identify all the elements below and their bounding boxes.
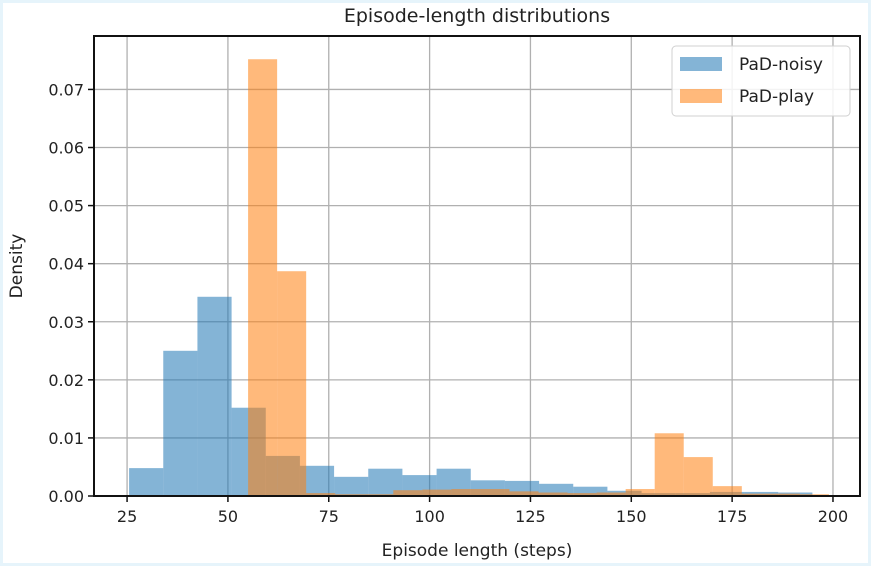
histogram-bar-pad-play [509, 491, 539, 496]
y-tick-label: 0.06 [48, 139, 84, 158]
x-tick-label: 200 [818, 507, 849, 526]
y-tick-label: 0.00 [48, 487, 84, 506]
x-tick-label: 100 [414, 507, 445, 526]
x-tick-label: 125 [515, 507, 546, 526]
legend-swatch-pad-noisy [680, 57, 722, 71]
legend-label-pad-play: PaD-play [739, 87, 814, 107]
histogram-bar-pad-noisy [334, 476, 369, 496]
histogram-bar-pad-noisy [129, 468, 164, 496]
x-axis-label: Episode length (steps) [382, 541, 573, 561]
y-tick-label: 0.05 [48, 197, 84, 216]
histogram-bar-pad-noisy [197, 296, 232, 496]
histogram-bar-pad-play [654, 433, 684, 496]
histogram-bars [129, 59, 829, 496]
histogram-bar-pad-play [596, 492, 626, 496]
histogram-bar-pad-play [277, 271, 307, 496]
x-tick-label: 50 [218, 507, 238, 526]
y-tick-label: 0.02 [48, 371, 84, 390]
axes-box [93, 35, 861, 497]
x-tick-label: 175 [717, 507, 748, 526]
histogram-bar-pad-noisy [573, 486, 608, 496]
y-axis-label: Density [7, 234, 27, 299]
histogram-bar-pad-play [712, 486, 742, 496]
y-tick-label: 0.07 [48, 80, 84, 99]
histogram-bar-pad-play [393, 490, 423, 496]
histogram-bar-pad-play [422, 489, 452, 496]
histogram-bar-pad-play [683, 457, 713, 496]
legend: PaD-noisy PaD-play [671, 45, 851, 117]
histogram-bar-pad-noisy [163, 350, 198, 496]
histogram-bar-pad-play [248, 59, 278, 496]
histogram-bar-pad-play [451, 489, 481, 496]
legend-label-pad-noisy: PaD-noisy [739, 55, 823, 75]
histogram-bar-pad-play [741, 493, 771, 496]
chart-title: Episode-length distributions [344, 5, 610, 27]
x-tick-label: 150 [616, 507, 647, 526]
histogram-bar-pad-play [567, 493, 597, 496]
histogram-bar-pad-play [480, 489, 510, 496]
histogram-bar-pad-play [306, 493, 336, 496]
x-tick-label: 25 [117, 507, 137, 526]
y-tick-label: 0.04 [48, 255, 84, 274]
y-tick-label: 0.03 [48, 313, 84, 332]
y-tick-label: 0.01 [48, 429, 84, 448]
histogram-bar-pad-play [538, 492, 568, 496]
histogram-bar-pad-play [625, 489, 655, 496]
x-tick-label: 75 [319, 507, 339, 526]
legend-swatch-pad-play [680, 89, 722, 103]
axis-ticks: 25 50 75 100 125 150 175 200 0.00 0.01 0.02 0.03 0.0… [48, 80, 848, 526]
histogram-bar-pad-play [770, 493, 800, 496]
